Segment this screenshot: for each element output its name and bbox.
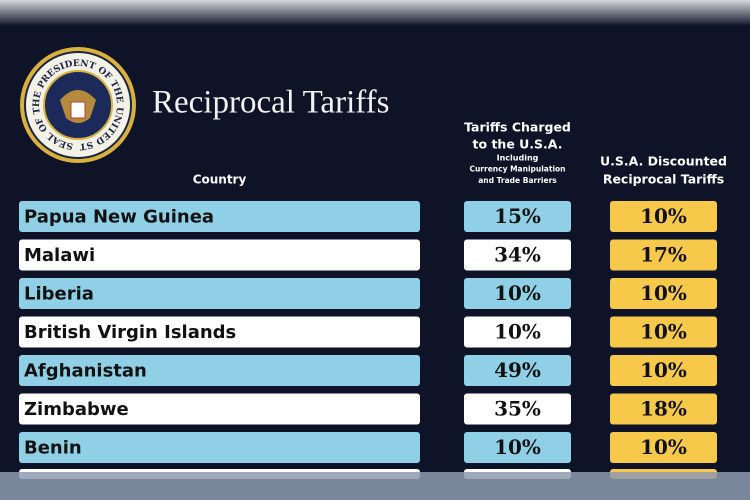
- cell: [19, 278, 420, 309]
- tariff-value: 10%: [494, 435, 541, 459]
- cell: [464, 355, 571, 386]
- top-edge: [0, 0, 750, 26]
- country-name: Liberia: [24, 284, 94, 305]
- tariff-value: 10%: [640, 435, 687, 459]
- column-header: Country: [193, 173, 247, 187]
- cell: [19, 393, 420, 425]
- column-header: U.S.A. Discounted: [600, 154, 727, 169]
- tariff-value: 10%: [640, 281, 687, 305]
- cell: [464, 278, 571, 309]
- cell: [464, 316, 571, 348]
- cell: [19, 432, 420, 463]
- cell: [610, 393, 717, 425]
- column-subheader: Currency Manipulation: [469, 165, 565, 174]
- country-name: Malawi: [24, 245, 95, 266]
- country-name: Benin: [24, 438, 82, 459]
- column-header: Tariffs Charged: [464, 120, 571, 135]
- column-header: to the U.S.A.: [473, 137, 563, 152]
- country-name: British Virgin Islands: [24, 322, 236, 343]
- tariff-value: 10%: [640, 320, 687, 344]
- country-name: Papua New Guinea: [24, 207, 214, 228]
- cell: [610, 201, 717, 232]
- cell: [19, 355, 420, 386]
- cell: [610, 432, 717, 463]
- tariff-value: 17%: [640, 243, 687, 267]
- column-header: Reciprocal Tariffs: [603, 172, 724, 187]
- country-name: Zimbabwe: [24, 399, 129, 420]
- country-name: Afghanistan: [24, 361, 147, 382]
- tariff-value: 18%: [640, 397, 687, 421]
- cell: [610, 316, 717, 348]
- tariff-value: 35%: [494, 397, 541, 421]
- cell: [464, 432, 571, 463]
- cell: [464, 393, 571, 425]
- rows: Papua New Guinea 15% 10% Malawi 34% 17% Liberi…: [19, 201, 717, 463]
- column-subheader: and Trade Barriers: [478, 176, 557, 185]
- cell: [19, 239, 420, 271]
- cell: [464, 239, 571, 271]
- cell: [19, 316, 420, 348]
- cell: [610, 355, 717, 386]
- tariff-value: 10%: [494, 281, 541, 305]
- tariff-value: 15%: [494, 204, 541, 228]
- tariff-value: 34%: [494, 243, 541, 267]
- tariff-value: 10%: [640, 358, 687, 382]
- cell: [610, 239, 717, 271]
- title: Reciprocal Tariffs: [152, 85, 389, 121]
- column-subheader: Including: [497, 154, 539, 163]
- cell: [610, 278, 717, 309]
- tariff-value: 10%: [494, 320, 541, 344]
- tariff-value: 10%: [640, 204, 687, 228]
- cell: [464, 201, 571, 232]
- tariff-value: 49%: [494, 358, 541, 382]
- bottom-edge: [0, 472, 750, 500]
- cell: [19, 201, 420, 232]
